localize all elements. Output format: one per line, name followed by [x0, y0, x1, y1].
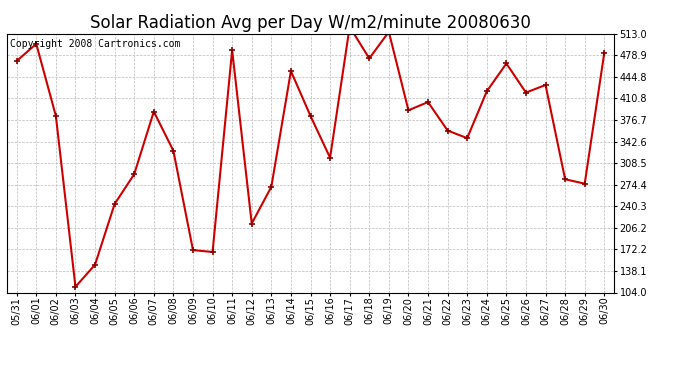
Title: Solar Radiation Avg per Day W/m2/minute 20080630: Solar Radiation Avg per Day W/m2/minute …	[90, 14, 531, 32]
Text: Copyright 2008 Cartronics.com: Copyright 2008 Cartronics.com	[10, 39, 180, 49]
